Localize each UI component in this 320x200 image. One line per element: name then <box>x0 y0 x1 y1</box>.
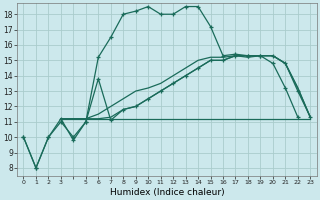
X-axis label: Humidex (Indice chaleur): Humidex (Indice chaleur) <box>109 188 224 197</box>
